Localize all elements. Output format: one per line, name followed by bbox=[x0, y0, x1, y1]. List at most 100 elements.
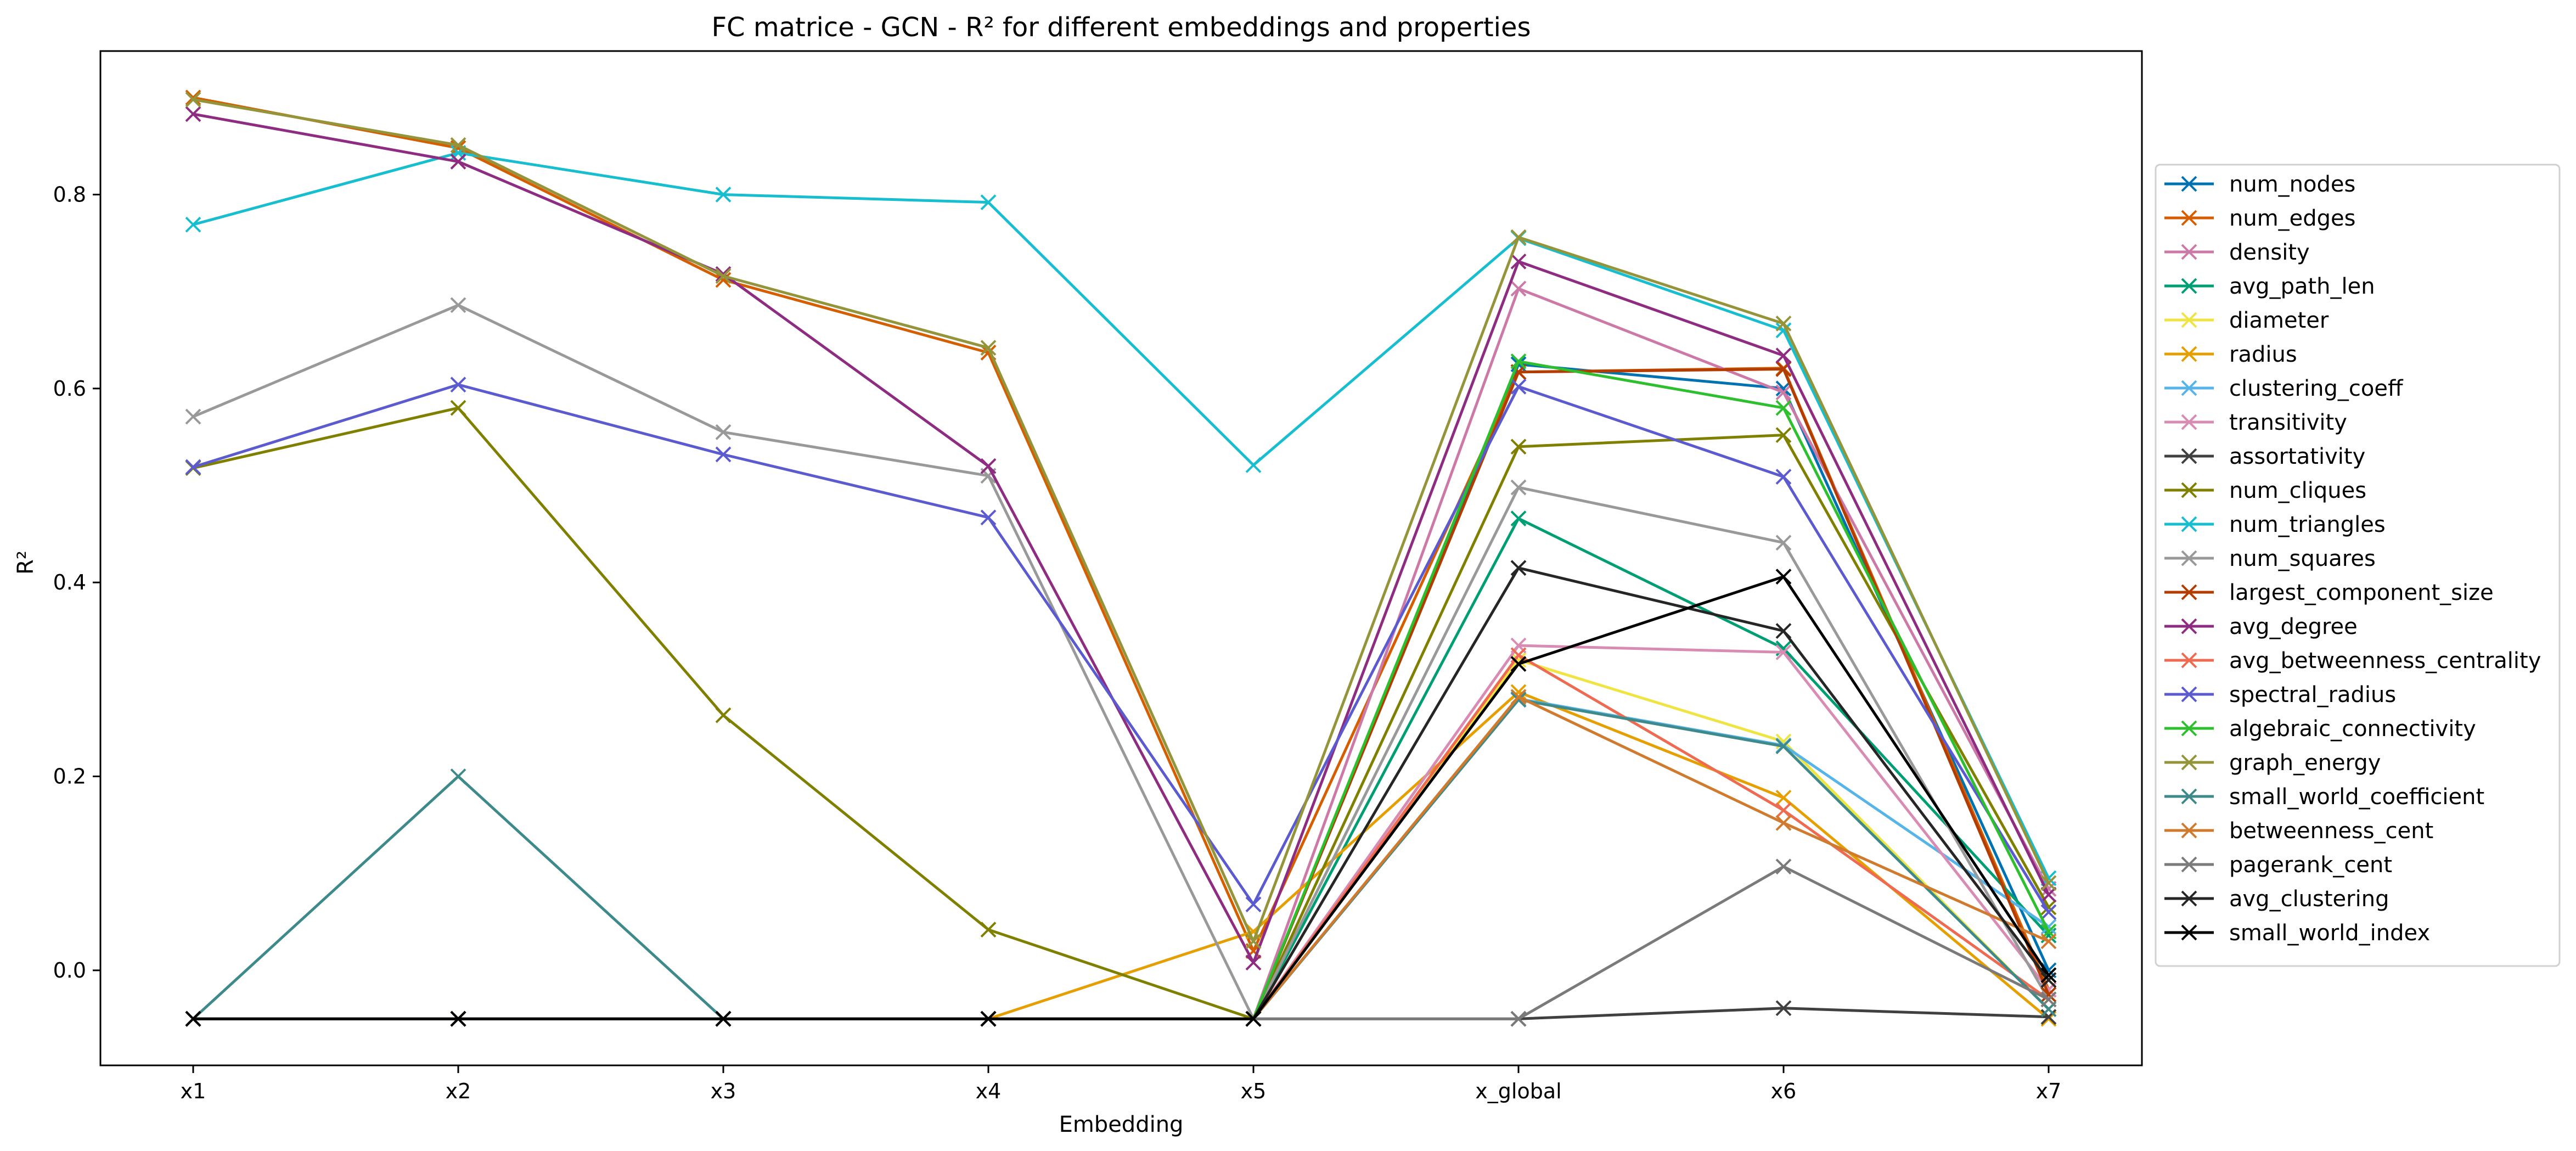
series-line-assortativity bbox=[193, 1007, 2049, 1020]
data-point-graph_energy-x2 bbox=[450, 137, 466, 153]
data-point-num_squares-x_global bbox=[1510, 479, 1527, 496]
data-point-avg_path_len-x_global bbox=[1510, 510, 1527, 526]
data-point-spectral_radius-x1 bbox=[185, 459, 201, 475]
legend-marker bbox=[2181, 380, 2197, 396]
data-point-small_world_index-x1 bbox=[185, 1010, 201, 1027]
legend-item-clustering_coeff: clustering_coeff bbox=[2164, 376, 2404, 401]
series-line-num_squares bbox=[193, 304, 2050, 1020]
legend-label: transitivity bbox=[2229, 410, 2347, 435]
data-point-small_world_index-x5 bbox=[1245, 1010, 1262, 1027]
data-point-betweenness_cent-x_global bbox=[1510, 689, 1527, 705]
data-point-num_cliques-x6 bbox=[1775, 427, 1792, 443]
data-point-small_world_index-x3 bbox=[715, 1010, 732, 1027]
legend-item-pagerank_cent: pagerank_cent bbox=[2164, 852, 2392, 878]
data-point-small_world_index-x4 bbox=[980, 1010, 997, 1027]
y-tick-label: 0.6 bbox=[53, 377, 86, 401]
series-line-num_edges bbox=[193, 96, 2050, 991]
legend-item-num_cliques: num_cliques bbox=[2164, 478, 2366, 503]
legend-item-num_triangles: num_triangles bbox=[2164, 512, 2386, 537]
legend-box bbox=[2155, 164, 2561, 967]
legend-marker bbox=[2181, 652, 2197, 669]
data-point-graph_energy-x7 bbox=[2040, 875, 2057, 891]
legend-marker bbox=[2181, 346, 2197, 362]
plot-area: x1 x2 x3 x4 x5 x_global x6 x7 0.0 0.2 0.4 0.6 0.8 bbox=[53, 50, 2143, 1103]
legend-label: avg_clustering bbox=[2229, 886, 2389, 912]
series-spectral_radius bbox=[185, 377, 2057, 920]
data-point-spectral_radius-x7 bbox=[2040, 904, 2057, 920]
series-line-avg_degree bbox=[193, 113, 2050, 964]
data-point-avg_degree-x5 bbox=[1245, 955, 1262, 971]
legend-item-avg_betweenness_centrality: avg_betweenness_centrality bbox=[2164, 648, 2541, 673]
legend-item-small_world_coefficient: small_world_coefficient bbox=[2164, 784, 2484, 810]
series-line-small_world_index bbox=[193, 575, 2050, 1020]
y-tick-label: 0.2 bbox=[53, 765, 86, 789]
legend-label: assortativity bbox=[2229, 444, 2365, 469]
series-line-num_nodes bbox=[193, 363, 2050, 1020]
data-point-graph_energy-x6 bbox=[1775, 316, 1792, 332]
series-avg_degree bbox=[185, 106, 2057, 971]
legend-item-transitivity: transitivity bbox=[2164, 410, 2347, 435]
series-largest_component_size bbox=[185, 361, 2057, 1027]
data-point-pagerank_cent-x6 bbox=[1775, 858, 1792, 875]
data-point-avg_clustering-x6 bbox=[1775, 623, 1792, 639]
series-num_edges bbox=[185, 89, 2057, 998]
series-algebraic_connectivity bbox=[185, 353, 2057, 1027]
data-point-algebraic_connectivity-x6 bbox=[1775, 400, 1792, 416]
legend-marker bbox=[2181, 482, 2197, 498]
series-line-largest_component_size bbox=[193, 368, 2050, 1020]
x-tick-label: x5 bbox=[1241, 1079, 1267, 1103]
legend-marker bbox=[2181, 210, 2197, 226]
data-point-graph_energy-x5 bbox=[1245, 933, 1262, 950]
data-point-small_world_coefficient-x6 bbox=[1775, 738, 1792, 755]
legend-marker bbox=[2181, 244, 2197, 260]
data-point-radius-x6 bbox=[1775, 789, 1792, 806]
legend-marker bbox=[2181, 176, 2197, 192]
series-num_nodes bbox=[185, 356, 2057, 1027]
legend-label: avg_path_len bbox=[2229, 274, 2375, 299]
data-point-num_triangles-x5 bbox=[1245, 457, 1262, 473]
legend-item-num_edges: num_edges bbox=[2164, 206, 2356, 231]
data-point-small_world_index-x2 bbox=[450, 1010, 466, 1027]
legend-item-graph_energy: graph_energy bbox=[2164, 750, 2381, 776]
x-tick-label: x7 bbox=[2036, 1079, 2062, 1103]
data-point-density-x6 bbox=[1775, 384, 1792, 401]
data-point-diameter-x_global bbox=[1510, 652, 1527, 668]
data-point-spectral_radius-x4 bbox=[980, 509, 997, 526]
legend-label: num_nodes bbox=[2229, 172, 2355, 197]
series-small_world_index bbox=[185, 569, 2057, 1027]
data-point-assortativity-x7 bbox=[2040, 1009, 2057, 1025]
data-point-num_triangles-x1 bbox=[185, 216, 201, 233]
data-point-num_cliques-x_global bbox=[1510, 439, 1527, 455]
legend-marker bbox=[2181, 822, 2197, 839]
x-tick-label: x2 bbox=[446, 1079, 471, 1103]
x-tick-label: x1 bbox=[181, 1079, 206, 1103]
legend-label: graph_energy bbox=[2229, 750, 2381, 776]
legend-label: num_squares bbox=[2229, 546, 2376, 571]
legend-item-num_nodes: num_nodes bbox=[2164, 172, 2355, 197]
legend-label: small_world_coefficient bbox=[2229, 784, 2484, 810]
data-point-num_squares-x6 bbox=[1775, 535, 1792, 551]
data-point-algebraic_connectivity-x_global bbox=[1510, 353, 1527, 369]
legend-item-radius: radius bbox=[2164, 342, 2297, 367]
data-point-radius-x_global bbox=[1510, 684, 1527, 700]
series-line-graph_energy bbox=[193, 98, 2050, 943]
legend-label: density bbox=[2229, 240, 2310, 265]
legend-label: spectral_radius bbox=[2229, 682, 2396, 708]
data-point-small_world_index-x_global bbox=[1510, 656, 1527, 672]
legend-marker bbox=[2181, 788, 2197, 805]
series-graph_energy bbox=[185, 91, 2057, 950]
legend-marker bbox=[2181, 584, 2197, 600]
data-point-avg_clustering-x7 bbox=[2040, 972, 2057, 988]
series-line-transitivity bbox=[193, 644, 2050, 1020]
data-point-num_squares-x2 bbox=[450, 297, 466, 313]
series-line-radius bbox=[193, 690, 2050, 1020]
legend-marker bbox=[2181, 720, 2197, 737]
data-point-spectral_radius-x5 bbox=[1245, 896, 1262, 913]
y-axis-label: R² bbox=[13, 551, 38, 575]
data-point-pagerank_cent-x7 bbox=[2040, 991, 2057, 1008]
data-point-spectral_radius-x2 bbox=[450, 377, 466, 393]
series-line-algebraic_connectivity bbox=[193, 360, 2050, 1020]
data-point-transitivity-x6 bbox=[1775, 644, 1792, 660]
data-point-assortativity-x6 bbox=[1775, 1000, 1792, 1017]
